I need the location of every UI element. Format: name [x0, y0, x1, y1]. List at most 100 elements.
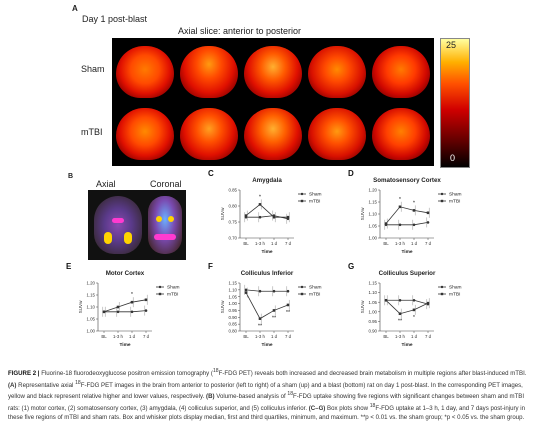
coronal-region-marker — [156, 216, 162, 222]
x-axis-label: Time — [119, 342, 130, 348]
data-point-mtbi — [384, 298, 388, 302]
caption-sup: 18 — [369, 402, 376, 409]
panel-b-letter: B — [68, 173, 74, 180]
data-point-mtbi — [144, 298, 148, 302]
caption-sup: 18 — [212, 368, 219, 374]
y-tick-label: 1.10 — [368, 212, 377, 217]
caption-text: F-FDG PET images in the brain from anter… — [8, 381, 523, 401]
legend-label: mTBI — [309, 199, 320, 205]
data-point-mtbi — [272, 215, 276, 219]
panel-letter: G — [348, 262, 354, 271]
legend-label: mTBI — [167, 292, 178, 298]
data-point-sham — [116, 310, 120, 314]
figure-caption: FIGURE 2 | Fluorine-18 fluorodeoxyglucos… — [8, 367, 528, 422]
data-point-mtbi — [244, 214, 248, 217]
chart-title: Amygdala — [252, 177, 282, 184]
legend-label: mTBI — [309, 292, 320, 298]
legend-label: mTBI — [449, 199, 460, 205]
y-axis-label: SUVw — [220, 300, 225, 313]
caption-text: F-FDG PET) reveals both increased and de… — [218, 370, 527, 378]
y-tick-label: 0.75 — [228, 220, 237, 225]
pet-slice-sham-5 — [372, 46, 430, 98]
significance-marker: * — [259, 194, 262, 200]
coronal-label: Coronal — [150, 179, 182, 189]
legend-label: mTBI — [449, 292, 460, 298]
x-tick-label: BL — [383, 241, 389, 246]
pet-slice-mtbi-1 — [116, 108, 174, 160]
coronal-region-marker — [154, 234, 176, 240]
y-tick-label: 0.85 — [228, 188, 237, 193]
panel-letter: F — [208, 262, 213, 271]
significance-marker: * — [131, 292, 134, 298]
caption-text: F-FDG uptake showing five regions with s… — [8, 393, 525, 412]
data-point-sham — [286, 289, 290, 293]
legend-marker — [440, 292, 444, 296]
significance-marker: * — [413, 315, 416, 321]
caption-cg-label: (C–G) — [308, 404, 326, 412]
y-axis-label: SUVw — [360, 207, 365, 220]
y-tick-label: 0.80 — [228, 329, 237, 334]
caption-text: Volume-based analysis of — [216, 393, 286, 401]
x-tick-label: 7 d — [425, 334, 432, 339]
series-line-sham — [386, 299, 429, 305]
colorbar-max-label: 25 — [446, 40, 457, 50]
data-point-mtbi — [286, 215, 290, 219]
x-tick-label: 1 d — [411, 241, 418, 246]
legend-marker — [440, 192, 444, 196]
chart-panel-f: F Colliculus Inferior 0.80 0.85 0.90 0.95 1.00… — [208, 262, 335, 357]
data-point-mtbi — [412, 308, 416, 312]
caption-text: Fluorine-18 fluorodeoxyglucose positron … — [41, 370, 213, 378]
axial-label: Axial — [96, 179, 116, 189]
legend-marker — [300, 192, 304, 196]
significance-marker: ** — [258, 324, 263, 330]
series-line-mtbi — [385, 299, 429, 315]
panel-letter: C — [208, 169, 214, 178]
data-point-mtbi — [412, 209, 416, 212]
x-axis-label: Time — [261, 249, 272, 255]
y-tick-label: 1.00 — [368, 236, 377, 241]
data-point-sham — [244, 288, 248, 292]
data-point-mtbi — [102, 310, 106, 314]
x-tick-label: BL — [243, 334, 249, 339]
x-axis-label: Time — [401, 342, 412, 348]
caption-label: FIGURE 2 | — [8, 370, 40, 378]
y-tick-label: 1.10 — [368, 290, 377, 295]
series-line-sham — [245, 289, 288, 292]
chart-panel-g: G Colliculus Superior 0.90 0.95 1.00 1.05 1.10… — [348, 262, 475, 357]
series-line-mtbi — [245, 203, 288, 218]
significance-marker: * — [399, 197, 402, 203]
data-point-sham — [412, 223, 416, 227]
x-tick-label: 1-3 h — [395, 334, 406, 339]
data-point-mtbi — [426, 211, 430, 215]
colorbar — [440, 38, 470, 168]
y-tick-label: 1.05 — [368, 300, 377, 305]
caption-text: Representative axial — [18, 381, 74, 389]
y-tick-label: 0.90 — [228, 315, 237, 320]
pet-slice-sham-3 — [244, 46, 302, 98]
caption-b-label: (B) — [206, 393, 215, 401]
caption-text: Box plots show — [327, 404, 369, 412]
caption-sup: 18 — [287, 391, 294, 398]
x-axis-label: Time — [401, 249, 412, 255]
y-tick-label: 0.90 — [368, 329, 377, 334]
y-tick-label: 1.20 — [86, 281, 95, 286]
panel-a-header: Axial slice: anterior to posterior — [178, 26, 302, 36]
x-tick-label: 1-3 h — [255, 334, 266, 339]
legend-label: Sham — [309, 285, 322, 291]
y-tick-label: 1.05 — [86, 317, 95, 322]
legend-marker — [440, 199, 444, 203]
coronal-brain — [148, 196, 182, 254]
legend-marker — [300, 292, 304, 296]
legend-label: Sham — [309, 192, 322, 198]
y-tick-label: 1.20 — [368, 188, 377, 193]
x-axis-label: Time — [261, 342, 272, 348]
data-point-mtbi — [272, 309, 276, 312]
significance-marker: ** — [286, 310, 291, 316]
data-point-mtbi — [116, 305, 120, 309]
panel-letter: D — [348, 169, 354, 178]
y-tick-label: 0.95 — [228, 308, 237, 313]
y-tick-label: 0.70 — [228, 236, 237, 241]
y-tick-label: 1.00 — [86, 329, 95, 334]
legend-label: Sham — [449, 192, 462, 198]
x-tick-label: 7 d — [425, 241, 432, 246]
